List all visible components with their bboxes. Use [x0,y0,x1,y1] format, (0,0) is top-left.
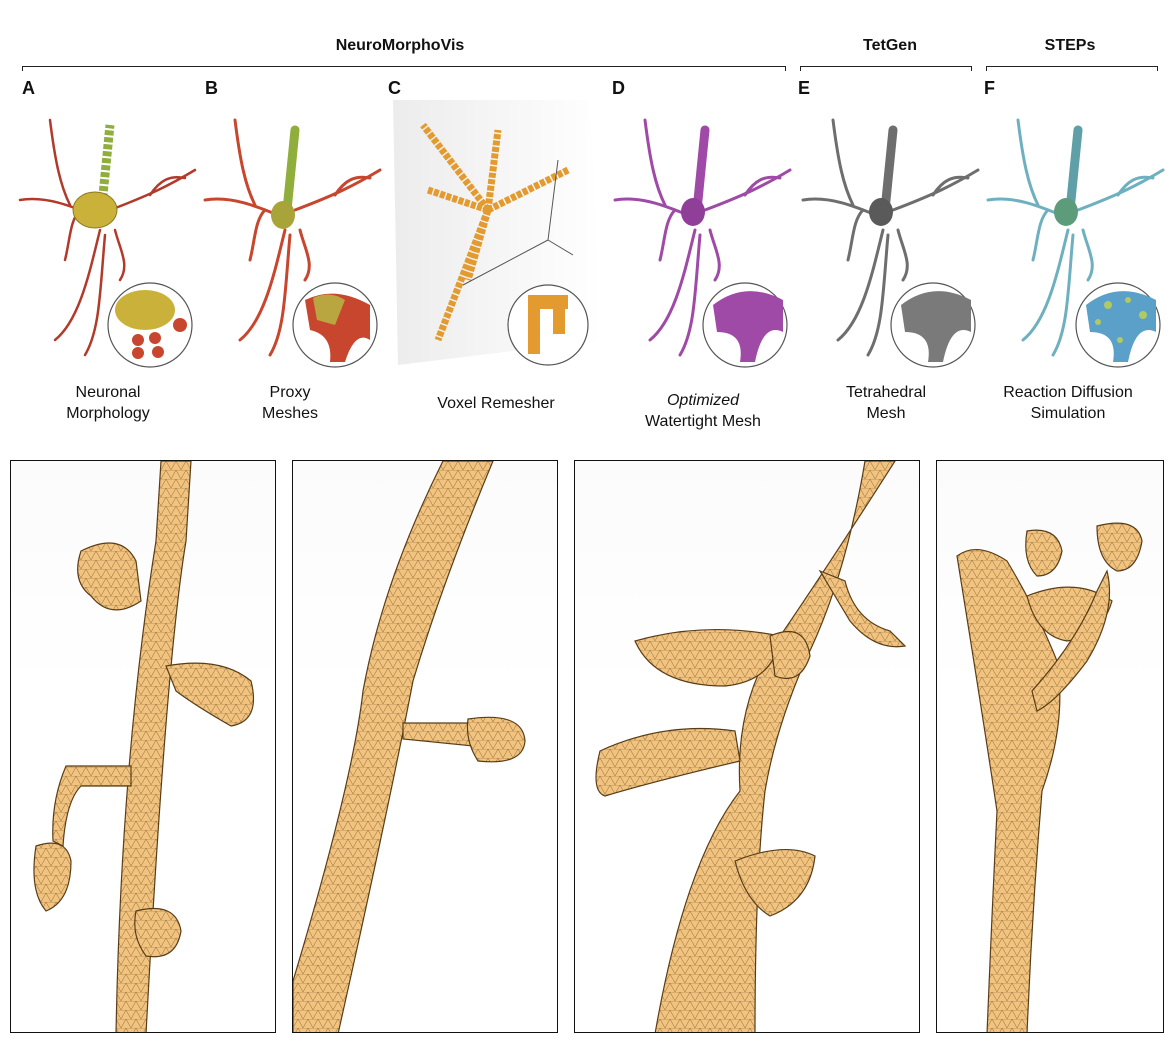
panel-label-e: E [798,78,811,98]
tetrahedral-mesh-render [793,100,983,370]
caption-e: Tetrahedral Mesh [845,384,927,422]
bracket-tetgen [800,66,972,71]
caption-b: Proxy Meshes [261,384,319,422]
mesh-detail-panel-4 [936,460,1164,1033]
panel-label-f: F [984,78,995,98]
simulation-render [978,100,1168,370]
proxy-mesh-render [195,100,385,370]
watertight-mesh-render [605,100,795,370]
caption-a: Neuronal Morphology [66,384,150,422]
panel-label-b: B [205,78,218,98]
panel-label-d: D [612,78,625,98]
caption-c: Voxel Remesher [437,395,555,412]
neuron-morphology-render [10,100,200,370]
caption-f: Reaction Diffusion Simulation [1003,384,1133,422]
bracket-steps [986,66,1158,71]
panel-label-a: A [22,78,35,98]
panel-label-c: C [388,78,401,98]
group-title-neuromorphovis: NeuroMorphoVis [335,37,465,54]
bracket-neuromorphovis [22,66,786,71]
mesh-detail-panel-3 [574,460,920,1033]
group-title-steps: STEPs [1044,37,1096,54]
caption-d: Optimized Watertight Mesh [645,392,761,430]
group-title-tetgen: TetGen [863,37,917,54]
voxel-remesher-render [388,100,608,380]
mesh-detail-panel-2 [292,460,558,1033]
mesh-detail-panel-1 [10,460,276,1033]
